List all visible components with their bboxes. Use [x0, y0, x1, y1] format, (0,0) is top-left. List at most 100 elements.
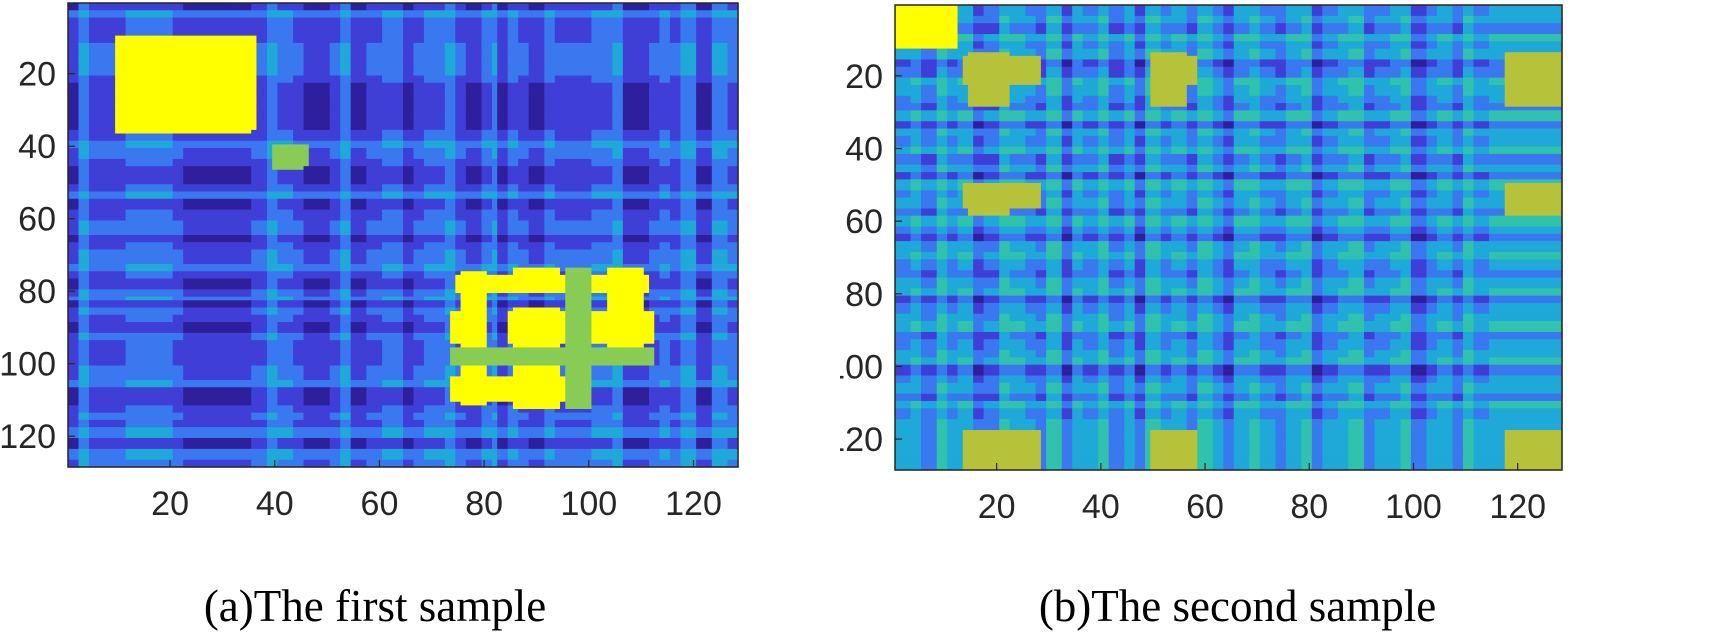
heatmap-cell-run	[654, 332, 682, 338]
heatmap-cell-run	[1504, 66, 1563, 71]
heatmap-cell-run	[983, 8, 1000, 13]
heatmap-cell-run	[1410, 37, 1428, 42]
heatmap-cell-run	[711, 285, 729, 290]
heatmap-cell-run	[1197, 19, 1214, 24]
heatmap-cell-run	[1134, 74, 1146, 79]
heatmap-cell-run	[350, 267, 383, 272]
heatmap-cell-run	[973, 139, 985, 144]
heatmap-cell-run	[1035, 84, 1047, 90]
heatmap-cell-run	[591, 452, 624, 457]
heatmap-cell-run	[88, 416, 184, 421]
heatmap-cell-run	[1249, 132, 1261, 137]
heatmap-cell-run	[696, 427, 713, 432]
heatmap-cell-run	[696, 126, 713, 131]
heatmap-cell-run	[612, 46, 624, 51]
heatmap-cell-run	[491, 100, 498, 106]
heatmap-cell-run	[1426, 55, 1454, 61]
heatmap-cell-run	[340, 220, 352, 225]
heatmap-cell-run	[340, 271, 352, 276]
heatmap-cell-run	[340, 351, 352, 356]
heatmap-cell-run	[266, 412, 278, 417]
heatmap-cell-run	[649, 6, 682, 11]
heatmap-cell-run	[366, 206, 404, 211]
heatmap-cell-run	[680, 173, 697, 178]
heatmap-cell-run	[1072, 8, 1084, 13]
heatmap-cell-run	[1134, 19, 1146, 24]
heatmap-cell-run	[1249, 84, 1261, 90]
heatmap-cell-run	[1311, 106, 1323, 111]
heatmap-cell-run	[528, 151, 545, 156]
heatmap-cell-run	[88, 387, 184, 392]
heatmap-cell-run	[711, 195, 739, 200]
heatmap-cell-run	[1436, 44, 1454, 50]
heatmap-cell-run	[1108, 8, 1125, 13]
heatmap-cell-run	[1473, 95, 1490, 101]
heatmap-cell-run	[340, 438, 352, 443]
heatmap-cell-run	[78, 456, 90, 461]
heatmap-cell-run	[696, 441, 713, 446]
heatmap-cell-run	[266, 438, 278, 443]
heatmap-cell-run	[659, 427, 671, 432]
heatmap-cell-run	[680, 126, 697, 131]
heatmap-cell-run	[957, 77, 964, 82]
heatmap-cell-run	[711, 144, 739, 149]
heatmap-cell-run	[1046, 5, 1063, 10]
heatmap-cell-run	[256, 57, 268, 62]
heatmap-cell-run	[340, 57, 352, 62]
heatmap-cell-run	[1145, 139, 1162, 144]
heatmap-cell-run	[350, 119, 367, 124]
heatmap-cell-run	[1233, 52, 1250, 57]
heatmap-cell-run	[350, 64, 367, 69]
heatmap-cell-run	[403, 177, 415, 182]
heatmap-cell-run	[403, 169, 415, 174]
heatmap-cell-run	[696, 253, 713, 258]
heatmap-cell-run	[895, 19, 959, 24]
heatmap-cell-run	[481, 50, 493, 55]
heatmap-cell-run	[366, 61, 404, 66]
heatmap-cell-run	[1337, 99, 1365, 104]
heatmap-cell-run	[1233, 63, 1261, 68]
heatmap-cell-run	[544, 438, 613, 443]
heatmap-cell-run	[78, 68, 90, 73]
heatmap-cell-run	[266, 133, 294, 138]
heatmap-cell-run	[528, 50, 545, 55]
heatmap-cell-run	[680, 296, 697, 301]
heatmap-cell-run	[125, 351, 174, 356]
heatmap-cell-run	[936, 124, 948, 130]
heatmap-cell-run	[696, 140, 713, 145]
heatmap-cell-run	[1186, 48, 1198, 53]
heatmap-cell-run	[78, 86, 90, 91]
heatmap-cell-run	[1426, 106, 1454, 111]
heatmap-cell-run	[277, 336, 305, 341]
heatmap-cell-run	[696, 369, 713, 374]
heatmap-cell-run	[350, 13, 383, 19]
heatmap-cell-run	[486, 332, 493, 338]
heatmap-cell-run	[350, 180, 367, 185]
heatmap-cell-run	[947, 128, 974, 133]
heatmap-cell-run	[1390, 8, 1412, 13]
heatmap-cell-run	[497, 93, 509, 98]
heatmap-cell-run	[528, 238, 545, 243]
heatmap-cell-run	[277, 398, 305, 403]
heatmap-cell-run	[491, 441, 498, 446]
heatmap-cell-run	[544, 53, 613, 58]
heatmap-cell-run	[1150, 63, 1198, 68]
heatmap-cell-run	[680, 155, 697, 160]
heatmap-cell-run	[444, 249, 456, 254]
heatmap-cell-run	[115, 61, 258, 66]
heatmap-cell-run	[1061, 30, 1073, 35]
heatmap-cell-run	[554, 140, 593, 145]
heatmap-cell-run	[1452, 70, 1464, 75]
heatmap-cell-run	[1223, 128, 1235, 133]
heatmap-cell-run	[1374, 128, 1402, 133]
heatmap-cell-run	[1061, 52, 1073, 57]
heatmap-cell-run	[1337, 124, 1365, 130]
heatmap-cell-run	[1462, 99, 1475, 104]
heatmap-cell-run	[507, 61, 530, 66]
heatmap-cell-run	[591, 372, 613, 377]
heatmap-cell-run	[1436, 77, 1454, 82]
heatmap-cell-run	[649, 64, 682, 69]
heatmap-cell-run	[910, 63, 922, 68]
heatmap-cell-run	[565, 343, 593, 348]
heatmap-cell-run	[1311, 103, 1323, 108]
